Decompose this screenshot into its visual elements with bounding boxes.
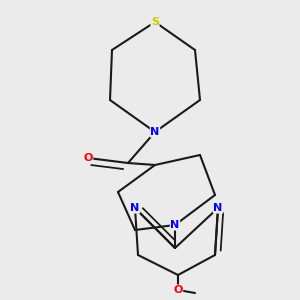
Text: O: O [83,153,93,163]
Text: N: N [130,203,140,213]
Text: O: O [173,285,183,295]
Text: N: N [213,203,223,213]
Text: N: N [170,220,180,230]
Text: S: S [151,17,159,27]
Text: N: N [150,127,160,137]
